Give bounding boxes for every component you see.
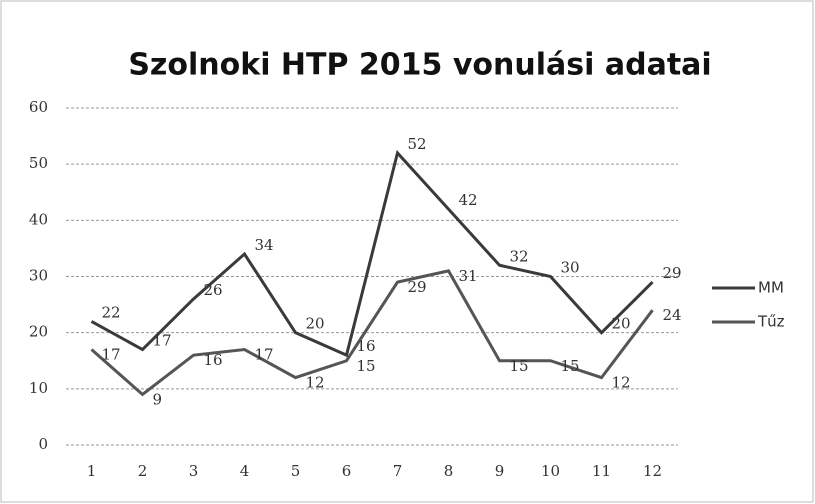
data-label: 29: [663, 264, 682, 282]
data-label: 12: [612, 374, 631, 392]
data-label: 22: [102, 303, 121, 321]
x-tick-label: 1: [87, 462, 97, 480]
data-label: 31: [459, 267, 478, 285]
x-tick-label: 9: [495, 462, 505, 480]
data-label: 24: [663, 306, 682, 324]
data-label: 34: [255, 236, 274, 254]
data-label: 9: [153, 390, 163, 408]
data-label: 20: [612, 315, 631, 333]
data-label: 15: [510, 357, 529, 375]
data-label: 16: [357, 337, 376, 355]
data-label: 29: [408, 278, 427, 296]
x-tick-label: 8: [444, 462, 454, 480]
y-tick-label: 30: [29, 267, 48, 285]
data-label: 26: [204, 281, 223, 299]
x-tick-label: 12: [643, 462, 662, 480]
data-label: 17: [102, 346, 121, 364]
x-tick-label: 2: [138, 462, 148, 480]
series-line: [90, 269, 654, 397]
x-tick-label: 7: [393, 462, 403, 480]
y-tick-label: 60: [29, 98, 48, 116]
y-tick-label: 0: [38, 435, 48, 453]
data-label: 16: [204, 351, 223, 369]
x-tick-label: 10: [541, 462, 560, 480]
data-label: 12: [306, 374, 325, 392]
y-tick-label: 10: [29, 379, 48, 397]
y-tick-label: 50: [29, 154, 48, 172]
x-tick-label: 3: [189, 462, 199, 480]
data-label: 42: [459, 191, 478, 209]
data-label: 15: [357, 357, 376, 375]
data-label: 17: [153, 332, 172, 350]
data-label: 30: [561, 259, 580, 277]
data-label: 32: [510, 247, 529, 265]
data-label: 17: [255, 346, 274, 364]
data-label: 20: [306, 315, 325, 333]
y-tick-label: 40: [29, 210, 48, 228]
series-line: [90, 149, 654, 358]
data-label: 15: [561, 357, 580, 375]
x-tick-label: 4: [240, 462, 250, 480]
y-tick-label: 20: [29, 323, 48, 341]
data-label: 52: [408, 135, 427, 153]
legend-label: Tűz: [757, 313, 785, 331]
x-tick-label: 5: [291, 462, 301, 480]
legend-label: MM: [758, 279, 784, 297]
x-tick-label: 6: [342, 462, 352, 480]
x-tick-label: 11: [592, 462, 611, 480]
chart-title: Szolnoki HTP 2015 vonulási adatai: [128, 48, 711, 83]
